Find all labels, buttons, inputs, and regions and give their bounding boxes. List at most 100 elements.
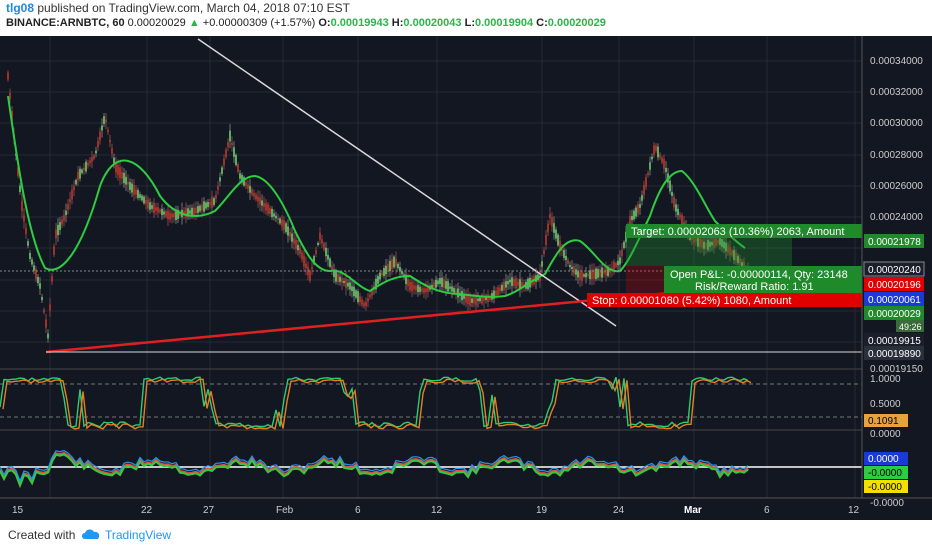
candle-body: [63, 215, 65, 221]
candle-body: [117, 164, 119, 176]
candle-body: [587, 273, 589, 277]
candle-body: [483, 296, 485, 302]
publish-info: tlg08 published on TradingView.com, Marc…: [6, 1, 350, 15]
candle-body: [511, 277, 513, 286]
candle-body: [455, 289, 457, 295]
stoch-line: [0, 376, 749, 428]
candle-body: [355, 290, 357, 298]
candle-body: [479, 297, 481, 302]
candle-body: [253, 193, 255, 197]
price-label: 0.00019890: [868, 349, 921, 360]
stoch-pane: [0, 376, 862, 430]
candle-body: [183, 210, 185, 216]
candle-body: [521, 282, 523, 288]
tradingview-link[interactable]: TradingView: [105, 528, 172, 542]
price-axis[interactable]: 0.00034000 0.00032000 0.00030000 0.00028…: [861, 36, 932, 509]
candle-body: [655, 145, 657, 151]
candle-body: [463, 295, 465, 299]
chart-area[interactable]: Target: 0.00002063 (10.36%) 2063, Amount…: [0, 36, 932, 520]
oscillator-line-green: [0, 453, 749, 488]
candle-body: [649, 162, 651, 170]
candle-body: [55, 229, 57, 239]
candle-body: [129, 182, 131, 190]
candle-body: [631, 215, 633, 221]
candle-body: [193, 207, 195, 215]
candle-body: [519, 279, 521, 290]
trend-line: [197, 38, 617, 327]
candle-body: [357, 291, 359, 303]
candle-body: [159, 209, 161, 213]
candle-body: [215, 194, 217, 199]
candle-body: [611, 267, 613, 271]
candle-body: [77, 171, 79, 181]
close-label: C:: [536, 17, 548, 29]
candle-body: [417, 285, 419, 293]
candle-body: [83, 167, 85, 171]
candle-body: [707, 239, 709, 251]
candle-body: [293, 238, 295, 244]
candle-body: [11, 111, 13, 121]
candle-body: [639, 204, 641, 208]
candle-body: [291, 233, 293, 242]
candle-body: [351, 286, 353, 291]
time-tick: 19: [536, 505, 548, 516]
candle-body: [441, 277, 443, 287]
candle-body: [67, 204, 69, 210]
candle-body: [365, 301, 367, 307]
candle-body: [345, 278, 347, 289]
candle-body: [387, 264, 389, 272]
candle-body: [577, 270, 579, 278]
candle-body: [641, 195, 643, 201]
candle-body: [145, 200, 147, 204]
candle-body: [143, 196, 145, 204]
price-label: 0.00021978: [868, 237, 921, 248]
candle-body: [497, 287, 499, 295]
candle-body: [727, 245, 729, 253]
candle-body: [261, 200, 263, 206]
time-tick: Feb: [276, 505, 294, 516]
candle-body: [163, 211, 165, 215]
candle-body: [285, 223, 287, 233]
candle-body: [61, 219, 63, 225]
candle-body: [105, 119, 107, 123]
candle-body: [37, 276, 39, 284]
candle-body: [321, 239, 323, 244]
candle-body: [621, 249, 623, 257]
price-tick: 0.00026000: [870, 181, 923, 192]
candle-body: [703, 241, 705, 249]
candle-body: [675, 204, 677, 212]
candle-body: [581, 270, 583, 282]
candle-body: [671, 191, 673, 197]
candle-body: [87, 163, 89, 166]
osc-value: 0.0000: [868, 454, 899, 465]
stoch-tick: 0.0000: [870, 429, 901, 440]
candle-body: [369, 294, 371, 298]
countdown-label: 49:26: [899, 322, 922, 332]
author-link[interactable]: tlg08: [6, 1, 35, 15]
price-tick: 0.00034000: [870, 56, 923, 67]
candle-body: [333, 269, 335, 277]
candle-body: [461, 291, 463, 301]
candle-body: [219, 177, 221, 182]
symbol-name[interactable]: BINANCE:ARNBTC, 60: [6, 17, 125, 29]
candle-body: [599, 269, 601, 277]
candle-body: [575, 269, 577, 275]
candle-body: [709, 241, 711, 247]
candle-body: [21, 200, 23, 212]
candle-body: [281, 220, 283, 226]
candle-body: [195, 207, 197, 214]
time-tick: Mar: [684, 505, 702, 516]
stop-label: Stop: 0.00001080 (5.42%) 1080, Amount: [592, 295, 791, 307]
low-value: 0.00019904: [474, 17, 534, 29]
long-position-tool[interactable]: Target: 0.00002063 (10.36%) 2063, Amount…: [587, 224, 862, 307]
time-axis[interactable]: 15 22 27 Feb 6 12 19 24 Mar 6 12: [0, 497, 932, 516]
candle-body: [189, 210, 191, 214]
candle-body: [115, 162, 117, 173]
candle-body: [505, 281, 507, 288]
candle-body: [487, 294, 489, 303]
candle-body: [715, 238, 717, 247]
candle-body: [437, 280, 439, 285]
candle-body: [147, 199, 149, 209]
candle-body: [447, 281, 449, 292]
candle-body: [255, 194, 257, 200]
